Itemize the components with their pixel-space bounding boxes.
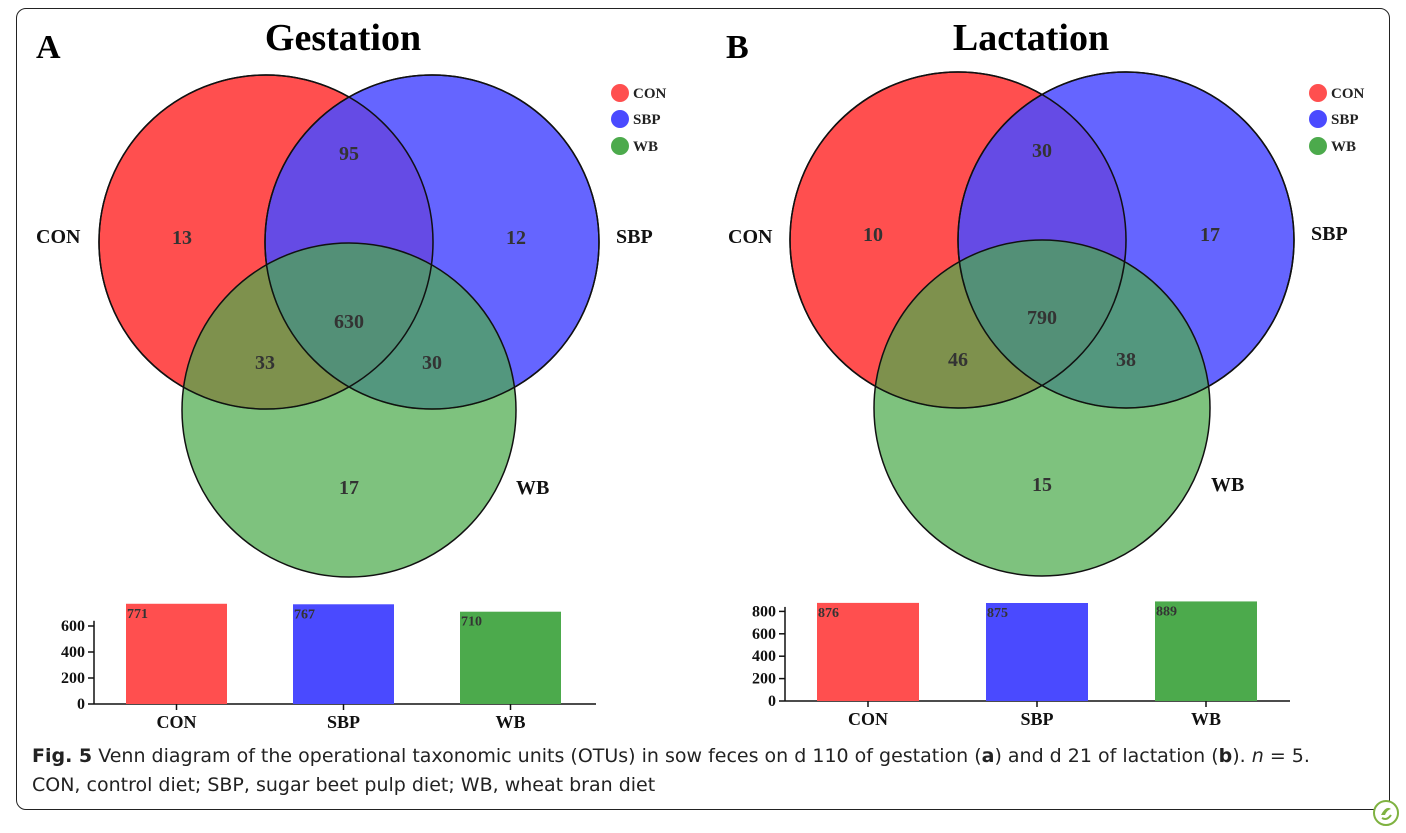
legend-label-sbp: SBP bbox=[633, 112, 661, 128]
legend-label-con: CON bbox=[633, 86, 667, 102]
region-con-sbp: 30 bbox=[1032, 140, 1052, 162]
region-wb-only: 15 bbox=[1032, 474, 1052, 496]
bar-chart: 0 200 400 600 800 876 CON 875 SBP 889 WB bbox=[752, 601, 1290, 729]
set-label-con: CON bbox=[728, 226, 773, 248]
panel-letter: B bbox=[726, 29, 749, 66]
y-tick-label: 800 bbox=[752, 603, 776, 620]
y-tick-label: 600 bbox=[752, 626, 776, 643]
region-con-wb: 46 bbox=[948, 349, 968, 371]
legend-label-sbp: SBP bbox=[1331, 112, 1359, 128]
legend-swatch-sbp bbox=[611, 110, 629, 128]
open-access-badge-icon bbox=[1373, 800, 1399, 826]
region-all: 630 bbox=[334, 311, 364, 333]
venn-diagram bbox=[98, 74, 600, 578]
region-con-sbp: 95 bbox=[339, 143, 359, 165]
y-tick-label: 400 bbox=[61, 644, 85, 661]
panel-b: B Lactation 10 17 15 30 46 38 790 CON SB… bbox=[726, 17, 1365, 729]
bar-con bbox=[126, 603, 227, 704]
bar-sbp bbox=[986, 603, 1088, 701]
venn-circle-wb bbox=[181, 242, 517, 578]
y-tick-label: 200 bbox=[61, 670, 85, 687]
legend-swatch-wb bbox=[611, 137, 629, 155]
y-tick-label: 400 bbox=[752, 648, 776, 665]
bar-wb bbox=[460, 611, 561, 704]
bar-value-label: 771 bbox=[127, 607, 148, 622]
set-label-con: CON bbox=[36, 226, 81, 248]
legend-swatch-sbp bbox=[1309, 110, 1327, 128]
bar-value-label: 710 bbox=[461, 615, 482, 630]
x-tick-label: WB bbox=[495, 712, 525, 732]
y-tick-label: 0 bbox=[77, 696, 85, 713]
legend-swatch-wb bbox=[1309, 137, 1327, 155]
bar-chart: 0 200 400 600 771 CON 767 SBP 710 WB bbox=[61, 603, 596, 732]
x-tick-label: WB bbox=[1191, 709, 1221, 729]
bar-value-label: 889 bbox=[1156, 604, 1177, 619]
panel-title: Lactation bbox=[953, 17, 1109, 59]
legend: CON SBP WB bbox=[611, 84, 667, 155]
panel-title: Gestation bbox=[265, 17, 421, 59]
panel-a: A Gestation 13 12 17 95 33 30 630 CON SB… bbox=[36, 17, 667, 732]
bar-sbp bbox=[293, 604, 394, 704]
legend: CON SBP WB bbox=[1309, 84, 1365, 155]
legend-swatch-con bbox=[611, 84, 629, 102]
figure-frame bbox=[16, 8, 1390, 810]
region-wb-only: 17 bbox=[339, 477, 359, 499]
x-tick-label: SBP bbox=[327, 712, 360, 732]
figure-caption: Fig. 5 Venn diagram of the operational t… bbox=[32, 745, 1310, 796]
x-tick-label: CON bbox=[848, 709, 888, 729]
set-label-sbp: SBP bbox=[1311, 223, 1348, 245]
venn-diagram bbox=[789, 71, 1295, 577]
region-con-only: 10 bbox=[863, 224, 883, 246]
x-tick-label: CON bbox=[157, 712, 197, 732]
figure-canvas: A Gestation 13 12 17 95 33 30 630 CON SB… bbox=[36, 17, 1365, 732]
caption-fig-label: Fig. 5 bbox=[32, 745, 93, 767]
bar-value-label: 876 bbox=[818, 606, 839, 621]
bar-con bbox=[817, 602, 919, 701]
region-all: 790 bbox=[1027, 307, 1057, 329]
legend-label-wb: WB bbox=[1331, 139, 1356, 155]
bar-wb bbox=[1155, 601, 1257, 701]
panel-letter: A bbox=[36, 29, 61, 66]
set-label-sbp: SBP bbox=[616, 226, 653, 248]
region-con-wb: 33 bbox=[255, 352, 275, 374]
legend-label-con: CON bbox=[1331, 86, 1365, 102]
region-con-only: 13 bbox=[172, 227, 192, 249]
legend-label-wb: WB bbox=[633, 139, 658, 155]
region-sbp-wb: 30 bbox=[422, 352, 442, 374]
region-sbp-only: 12 bbox=[506, 227, 526, 249]
bar-value-label: 767 bbox=[294, 607, 315, 622]
region-sbp-wb: 38 bbox=[1116, 349, 1136, 371]
y-tick-label: 600 bbox=[61, 618, 85, 635]
y-tick-label: 200 bbox=[752, 671, 776, 688]
bar-value-label: 875 bbox=[987, 606, 1008, 621]
region-sbp-only: 17 bbox=[1200, 224, 1220, 246]
legend-swatch-con bbox=[1309, 84, 1327, 102]
x-tick-label: SBP bbox=[1020, 709, 1053, 729]
y-tick-label: 0 bbox=[768, 693, 776, 710]
set-label-wb: WB bbox=[1211, 474, 1244, 496]
venn-circle-wb bbox=[873, 239, 1211, 577]
set-label-wb: WB bbox=[516, 477, 549, 499]
